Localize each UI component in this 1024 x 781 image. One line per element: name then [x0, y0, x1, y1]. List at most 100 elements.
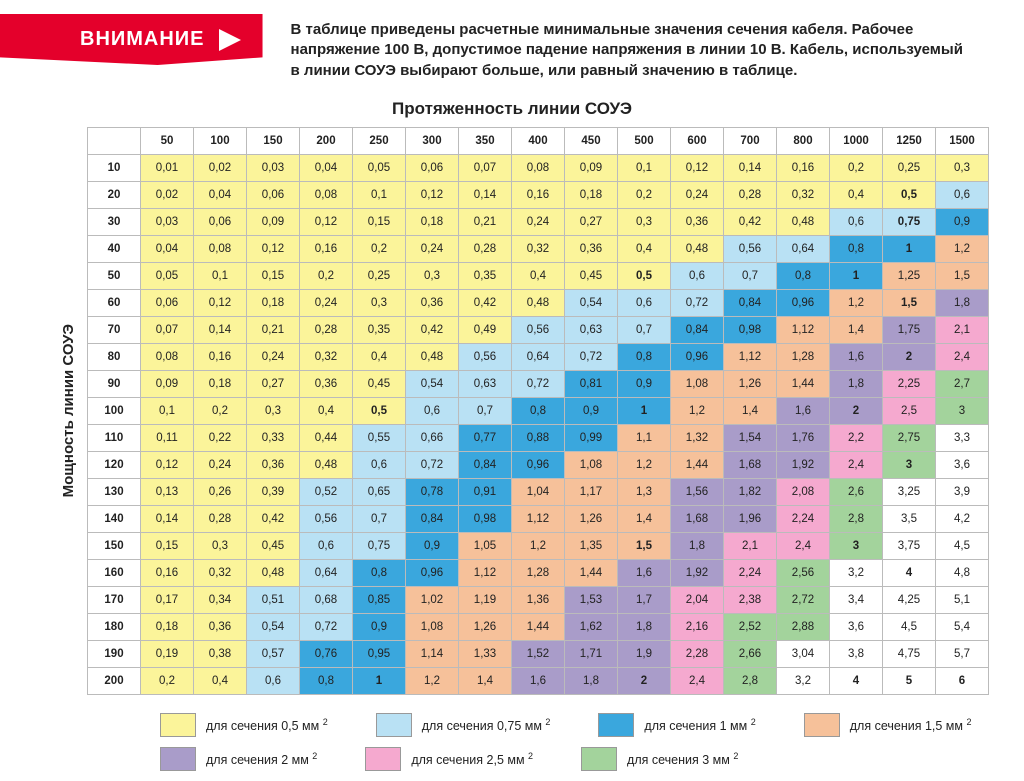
table-cell: 1,25 [883, 262, 936, 289]
table-cell: 1,7 [618, 586, 671, 613]
table-cell: 5,4 [936, 613, 989, 640]
table-cell: 1,44 [777, 370, 830, 397]
chart-title: Протяженность линии СОУЭ [0, 99, 1024, 119]
attention-banner: ВНИМАНИЕ В таблице приведены расчетные м… [0, 14, 1024, 81]
table-cell: 5,1 [936, 586, 989, 613]
table-cell: 3 [883, 451, 936, 478]
table-cell: 0,45 [565, 262, 618, 289]
table-cell: 0,6 [406, 397, 459, 424]
table-cell: 0,84 [724, 289, 777, 316]
table-cell: 0,42 [406, 316, 459, 343]
table-cell: 0,3 [936, 154, 989, 181]
table-cell: 0,03 [141, 208, 194, 235]
table-cell: 2,08 [777, 478, 830, 505]
table-cell: 0,12 [300, 208, 353, 235]
table-cell: 1,53 [565, 586, 618, 613]
table-cell: 0,24 [406, 235, 459, 262]
table-cell: 0,57 [247, 640, 300, 667]
table-cell: 0,64 [777, 235, 830, 262]
table-cell: 0,72 [406, 451, 459, 478]
table-cell: 2 [830, 397, 883, 424]
table-cell: 1,68 [724, 451, 777, 478]
legend-swatch [581, 747, 617, 771]
table-cell: 0,32 [194, 559, 247, 586]
table-cell: 0,96 [406, 559, 459, 586]
legend-swatch [365, 747, 401, 771]
table-cell: 0,09 [141, 370, 194, 397]
legend-label: для сечения 0,5 мм 2 [206, 717, 328, 733]
table-cell: 0,17 [141, 586, 194, 613]
table-cell: 0,12 [406, 181, 459, 208]
table-cell: 1,6 [618, 559, 671, 586]
table-cell: 0,42 [247, 505, 300, 532]
table-cell: 0,3 [194, 532, 247, 559]
row-header: 140 [88, 505, 141, 532]
table-cell: 2,25 [883, 370, 936, 397]
table-cell: 0,24 [300, 289, 353, 316]
table-cell: 3,25 [883, 478, 936, 505]
table-cell: 0,18 [141, 613, 194, 640]
table-cell: 0,44 [300, 424, 353, 451]
table-cell: 2,8 [830, 505, 883, 532]
table-cell: 2 [618, 667, 671, 694]
table-cell: 2 [883, 343, 936, 370]
table-cell: 1,26 [565, 505, 618, 532]
table-cell: 0,54 [247, 613, 300, 640]
table-cell: 0,6 [618, 289, 671, 316]
table-cell: 0,14 [141, 505, 194, 532]
attention-flag: ВНИМАНИЕ [0, 14, 263, 65]
table-cell: 0,9 [565, 397, 618, 424]
table-cell: 6 [936, 667, 989, 694]
table-cell: 2,38 [724, 586, 777, 613]
table-cell: 1 [883, 235, 936, 262]
table-cell: 1,56 [671, 478, 724, 505]
y-axis-label: Мощность линии СОУЭ [60, 324, 77, 497]
table-cell: 1,17 [565, 478, 618, 505]
table-cell: 1,8 [618, 613, 671, 640]
table-cell: 1,5 [883, 289, 936, 316]
table-cell: 0,1 [353, 181, 406, 208]
table-cell: 0,08 [512, 154, 565, 181]
table-cell: 2,72 [777, 586, 830, 613]
table-cell: 0,6 [300, 532, 353, 559]
table-cell: 0,3 [247, 397, 300, 424]
legend-item: для сечения 0,75 мм 2 [376, 713, 551, 737]
row-header: 180 [88, 613, 141, 640]
table-cell: 0,5 [883, 181, 936, 208]
table-cell: 1,12 [777, 316, 830, 343]
table-cell: 0,06 [247, 181, 300, 208]
table-cell: 0,66 [406, 424, 459, 451]
table-cell: 2,5 [883, 397, 936, 424]
table-cell: 0,14 [459, 181, 512, 208]
table-cell: 1,32 [671, 424, 724, 451]
table-cell: 0,36 [300, 370, 353, 397]
table-cell: 3 [936, 397, 989, 424]
table-cell: 0,6 [936, 181, 989, 208]
table-cell: 0,72 [565, 343, 618, 370]
table-cell: 1,4 [830, 316, 883, 343]
table-cell: 0,8 [618, 343, 671, 370]
legend-label: для сечения 1 мм 2 [644, 717, 755, 733]
table-cell: 0,14 [194, 316, 247, 343]
table-cell: 5 [883, 667, 936, 694]
table-cell: 0,2 [353, 235, 406, 262]
table-cell: 0,95 [353, 640, 406, 667]
table-cell: 0,9 [406, 532, 459, 559]
table-cell: 2,4 [671, 667, 724, 694]
table-cell: 0,38 [194, 640, 247, 667]
table-cell: 0,35 [353, 316, 406, 343]
table-cell: 0,8 [300, 667, 353, 694]
table-cell: 0,07 [459, 154, 512, 181]
table-cell: 0,21 [459, 208, 512, 235]
table-cell: 1,92 [671, 559, 724, 586]
table-cell: 0,18 [194, 370, 247, 397]
table-cell: 0,16 [300, 235, 353, 262]
table-cell: 0,5 [353, 397, 406, 424]
table-cell: 3,4 [830, 586, 883, 613]
table-cell: 0,12 [194, 289, 247, 316]
col-header: 600 [671, 127, 724, 154]
col-header: 200 [300, 127, 353, 154]
table-cell: 2,24 [777, 505, 830, 532]
table-cell: 0,2 [830, 154, 883, 181]
table-cell: 0,07 [141, 316, 194, 343]
